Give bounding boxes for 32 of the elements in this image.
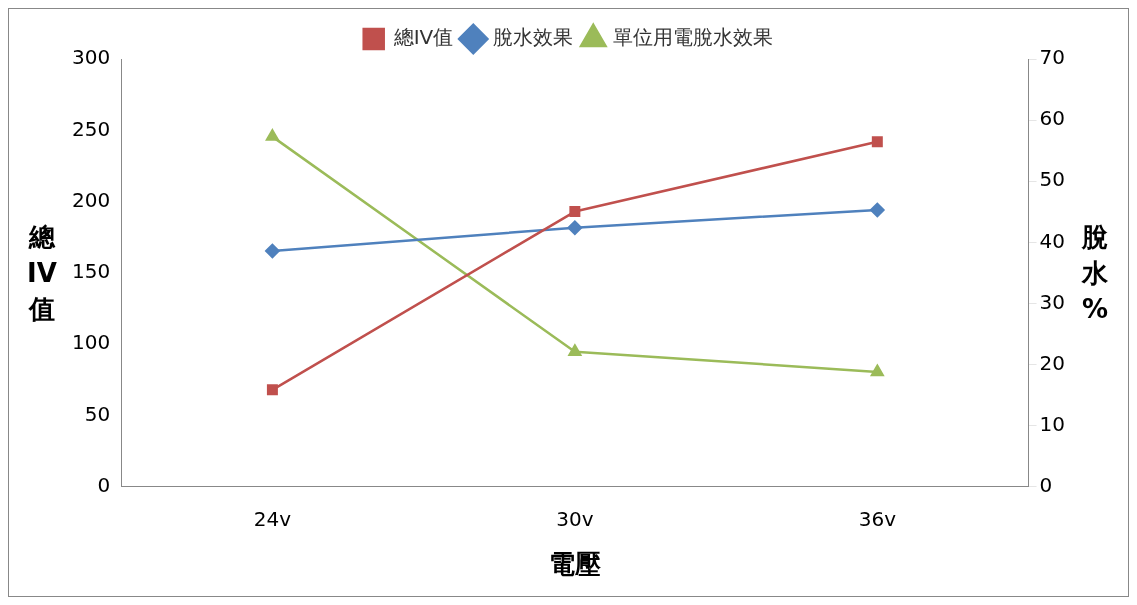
x-tick-label: 24v — [253, 507, 292, 531]
point — [871, 136, 883, 148]
x-tick-label: 30v — [556, 507, 594, 531]
y2-tick-label: 70 — [1039, 45, 1065, 70]
point — [266, 384, 278, 396]
y-tick-label: 250 — [71, 116, 111, 141]
y-tick-label: 300 — [71, 45, 111, 70]
point — [567, 220, 583, 235]
y2-tick-label: 20 — [1039, 350, 1065, 375]
point — [265, 243, 280, 259]
y-tick-label: 200 — [71, 187, 111, 212]
y2-tick-label: 0 — [1039, 473, 1053, 497]
y-tick-label: 100 — [71, 330, 111, 355]
x-tick-label: 36v — [858, 507, 897, 531]
y-tick-label: 0 — [97, 473, 111, 497]
legend-label: 脫水效果 — [493, 25, 574, 50]
y-tick-label: 50 — [84, 401, 111, 426]
y-axis-title: 總IV值 — [26, 221, 58, 326]
point — [870, 202, 885, 218]
y2-tick-label: 60 — [1039, 106, 1065, 131]
legend-label: 單位用電脫水效果 — [613, 25, 774, 50]
point — [870, 364, 884, 377]
y2-tick-label: 30 — [1039, 289, 1065, 314]
point — [569, 206, 581, 218]
y-tick-label: 150 — [71, 259, 111, 284]
legend-label: 總IV值 — [392, 25, 454, 50]
y2-axis-title: 脫水% — [1080, 221, 1110, 326]
x-axis-title: 電壓 — [548, 549, 601, 580]
y2-tick-label: 50 — [1039, 167, 1065, 192]
y2-tick-label: 40 — [1039, 228, 1065, 253]
point — [568, 344, 582, 356]
y2-tick-label: 10 — [1039, 411, 1065, 436]
